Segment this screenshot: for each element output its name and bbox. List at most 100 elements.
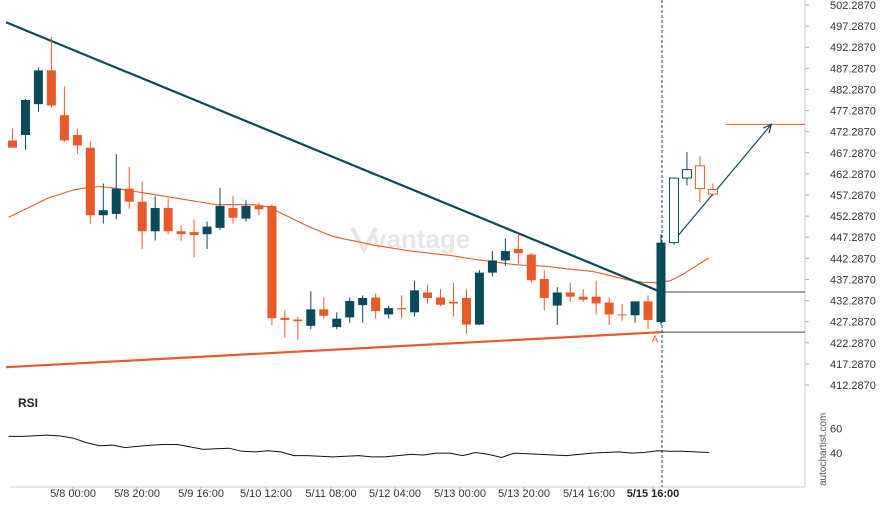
x-tick-label: 5/13 00:00 bbox=[434, 488, 486, 500]
candle bbox=[176, 225, 186, 241]
candle-body bbox=[500, 251, 510, 261]
candle-body bbox=[46, 70, 56, 106]
candle bbox=[332, 312, 342, 330]
x-tick-label: 5/15 16:00 bbox=[627, 488, 680, 500]
candle bbox=[410, 280, 420, 317]
candle-body bbox=[448, 301, 458, 304]
candle-body bbox=[552, 292, 562, 306]
y-tick-label: 487.2870 bbox=[830, 63, 876, 75]
candle-body bbox=[189, 232, 199, 236]
y-tick-label: 492.2870 bbox=[830, 42, 876, 54]
watermark-text: vantage bbox=[372, 224, 470, 254]
y-tick-label: 417.2870 bbox=[830, 359, 876, 371]
target-arrow-head bbox=[762, 123, 773, 134]
candle-body bbox=[124, 188, 134, 202]
candle-body bbox=[643, 301, 653, 320]
rsi-tick-label: 60 bbox=[830, 423, 842, 435]
candle-body bbox=[526, 254, 536, 281]
candle-body bbox=[591, 296, 601, 304]
candle bbox=[578, 289, 588, 302]
candle bbox=[46, 36, 56, 108]
credit-text: autochartist.com bbox=[818, 413, 829, 486]
candle bbox=[526, 253, 536, 283]
candle-body bbox=[176, 231, 186, 235]
candle-body bbox=[33, 70, 43, 105]
candle-body bbox=[8, 140, 17, 148]
y-tick-label: 462.2870 bbox=[830, 169, 876, 181]
candle bbox=[189, 219, 199, 258]
x-tick-label: 5/9 16:00 bbox=[178, 488, 224, 500]
candle bbox=[656, 234, 666, 325]
candle bbox=[33, 67, 43, 112]
y-tick-label: 412.2870 bbox=[830, 380, 876, 392]
projected-candle-body bbox=[681, 169, 692, 179]
watermark-logo-mark bbox=[350, 227, 378, 255]
candle bbox=[98, 183, 108, 224]
candle-body bbox=[163, 208, 173, 232]
candle-body bbox=[137, 201, 147, 232]
candle bbox=[552, 286, 562, 325]
y-tick-label: 422.2870 bbox=[830, 338, 876, 350]
candle-body bbox=[565, 292, 575, 297]
candle-body bbox=[332, 318, 342, 328]
candle bbox=[487, 251, 497, 277]
candle-body bbox=[539, 278, 549, 298]
projected-candle-body bbox=[707, 188, 718, 195]
candle bbox=[267, 204, 277, 325]
candle bbox=[254, 202, 264, 216]
projected-candle bbox=[694, 156, 705, 203]
candle-body bbox=[604, 302, 614, 315]
candle bbox=[280, 310, 290, 338]
candle-body bbox=[487, 260, 497, 273]
x-tick-label: 5/13 20:00 bbox=[498, 488, 550, 500]
candle bbox=[643, 295, 653, 330]
candle bbox=[358, 295, 368, 323]
x-tick-label: 5/10 12:00 bbox=[240, 488, 292, 500]
candle-body bbox=[578, 296, 588, 300]
candle-body bbox=[202, 226, 212, 235]
candle-body bbox=[319, 309, 329, 316]
breakout-marker: A bbox=[652, 334, 658, 344]
candle-body bbox=[267, 205, 277, 319]
x-tick-label: 5/14 16:00 bbox=[563, 488, 615, 500]
candle bbox=[111, 153, 121, 220]
candle-body bbox=[98, 210, 108, 216]
candle bbox=[59, 86, 69, 143]
candle bbox=[8, 128, 17, 148]
candle bbox=[500, 238, 510, 266]
y-tick-label: 437.2870 bbox=[830, 274, 876, 286]
candle-body bbox=[630, 301, 640, 316]
y-tick-label: 427.2870 bbox=[830, 317, 876, 329]
candle-body bbox=[358, 297, 368, 306]
candle bbox=[591, 280, 601, 315]
projected-candle bbox=[681, 151, 692, 186]
candle-body bbox=[280, 317, 290, 320]
candle-body bbox=[397, 308, 407, 310]
candle-body bbox=[85, 147, 95, 216]
candle bbox=[215, 187, 225, 230]
candle-body bbox=[345, 300, 355, 318]
candle-body bbox=[410, 290, 420, 313]
candle-body bbox=[228, 208, 238, 218]
candle-body bbox=[371, 297, 381, 312]
y-tick-label: 432.2870 bbox=[830, 296, 876, 308]
candle bbox=[436, 289, 446, 306]
projected-candle-body bbox=[694, 165, 705, 190]
candle-body bbox=[215, 205, 225, 228]
y-tick-label: 467.2870 bbox=[830, 148, 876, 160]
candle-body bbox=[423, 292, 433, 298]
candle bbox=[397, 295, 407, 319]
candle bbox=[72, 128, 82, 154]
y-tick-label: 477.2870 bbox=[830, 106, 876, 118]
candle-body bbox=[293, 319, 303, 322]
candle bbox=[604, 297, 614, 325]
target-arrow-line bbox=[673, 124, 772, 241]
projected-candle bbox=[668, 177, 679, 245]
candle-body bbox=[111, 188, 121, 214]
candle bbox=[241, 200, 251, 222]
y-tick-label: 452.2870 bbox=[830, 211, 876, 223]
candle bbox=[202, 221, 212, 249]
y-tick-label: 482.2870 bbox=[830, 84, 876, 96]
candle bbox=[319, 297, 329, 319]
